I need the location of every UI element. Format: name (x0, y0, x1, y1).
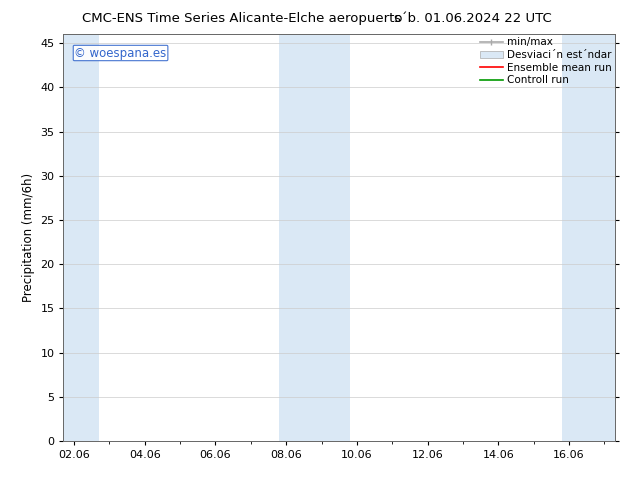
Text: s´b. 01.06.2024 22 UTC: s´b. 01.06.2024 22 UTC (394, 12, 552, 25)
Y-axis label: Precipitation (mm/6h): Precipitation (mm/6h) (22, 173, 35, 302)
Bar (279, 34, 350, 441)
Bar (63, 34, 99, 441)
Legend: min/max, Desviaci´n est´ndar, Ensemble mean run, Controll run: min/max, Desviaci´n est´ndar, Ensemble m… (480, 37, 612, 85)
Text: CMC-ENS Time Series Alicante-Elche aeropuerto: CMC-ENS Time Series Alicante-Elche aerop… (82, 12, 403, 25)
Bar (562, 34, 615, 441)
Text: © woespana.es: © woespana.es (74, 47, 167, 59)
